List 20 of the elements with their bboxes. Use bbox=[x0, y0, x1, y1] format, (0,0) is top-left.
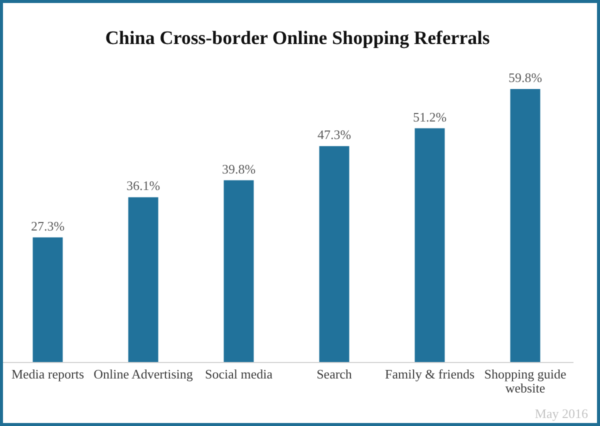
data-label: 51.2% bbox=[412, 109, 447, 124]
x-tick-label: Online Advertising bbox=[94, 366, 194, 382]
data-label: 27.3% bbox=[30, 218, 65, 234]
x-tick-label: Search bbox=[316, 366, 352, 382]
bar bbox=[319, 146, 350, 362]
x-tick-label: Shopping guide website bbox=[484, 366, 566, 396]
bar bbox=[32, 237, 63, 362]
data-label: 47.3% bbox=[317, 127, 352, 142]
x-tick-label: Media reports bbox=[11, 366, 84, 382]
x-tick-label: Family & friends bbox=[384, 366, 475, 382]
x-tick-label: Social media bbox=[204, 366, 273, 382]
data-label: 39.8% bbox=[222, 161, 256, 176]
bar bbox=[128, 197, 158, 362]
data-label: 36.1% bbox=[126, 178, 160, 194]
chart-title: China Cross-border Online Shopping Referrals bbox=[105, 28, 490, 49]
bar bbox=[224, 180, 254, 362]
data-label: 59.8% bbox=[508, 70, 542, 85]
bar bbox=[510, 89, 540, 362]
bar bbox=[414, 128, 445, 362]
text: May 2016 bbox=[534, 406, 588, 422]
